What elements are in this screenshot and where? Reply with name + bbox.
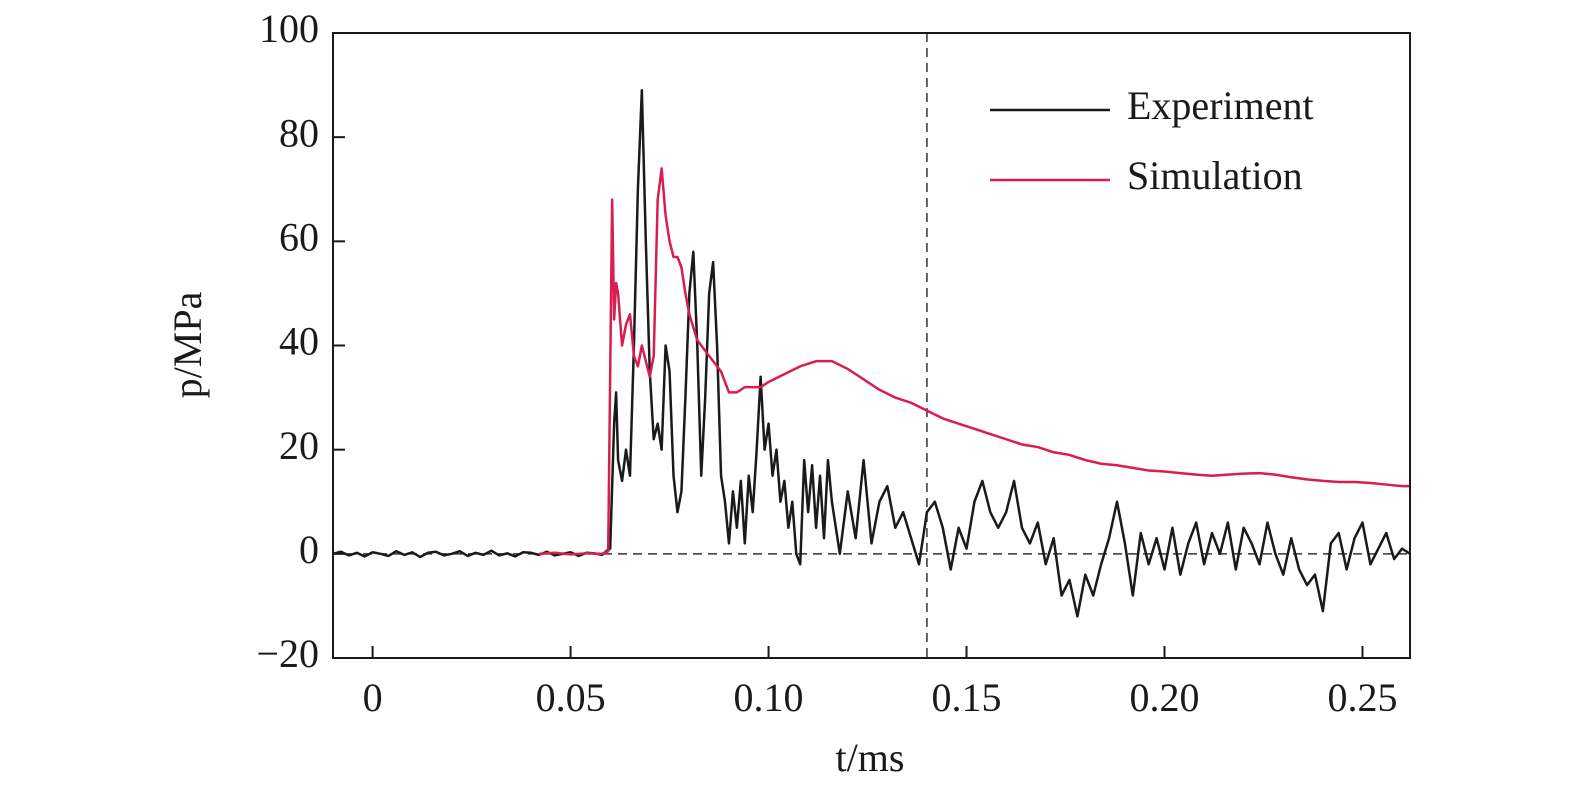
series-line [538,167,1410,556]
legend-label: Simulation [1127,153,1303,198]
y-tick-label: 40 [279,319,319,364]
x-tick-label: 0.25 [1327,675,1397,720]
y-tick-label: 0 [299,527,319,572]
x-tick-label: 0.20 [1130,675,1200,720]
y-tick-label: 20 [279,423,319,468]
x-axis-label: t/ms [836,735,905,780]
x-tick-label: 0.05 [536,675,606,720]
x-tick-label: 0.15 [932,675,1002,720]
y-tick-label: 100 [259,6,319,51]
x-tick-label: 0 [363,675,383,720]
y-axis-label: p/MPa [165,291,210,398]
y-tick-label: 80 [279,110,319,155]
legend-label: Experiment [1127,83,1314,128]
series-line [332,89,1411,618]
x-tick-label: 0.10 [734,675,804,720]
y-tick-label: 60 [279,215,319,260]
y-tick-label: −20 [256,631,319,676]
